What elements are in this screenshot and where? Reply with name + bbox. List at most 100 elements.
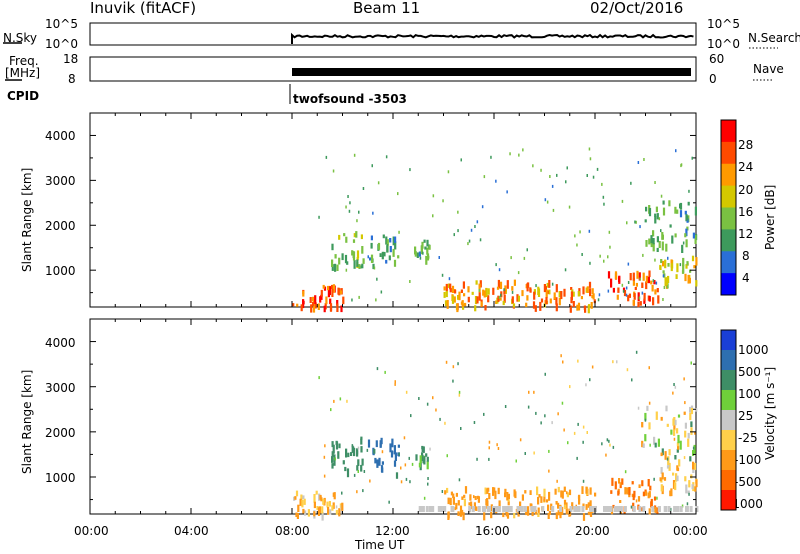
data-cell	[318, 215, 320, 219]
data-cell	[653, 477, 655, 481]
data-cell	[524, 452, 526, 455]
data-cell	[585, 287, 588, 293]
data-cell	[693, 444, 696, 454]
data-cell	[418, 397, 420, 400]
data-cell	[644, 434, 647, 442]
data-cell	[378, 457, 381, 466]
data-cell	[394, 453, 397, 461]
data-cell	[329, 303, 333, 311]
data-cell	[381, 461, 384, 465]
data-cell	[504, 488, 507, 494]
data-cell	[497, 487, 500, 495]
data-cell	[482, 289, 485, 296]
data-cell	[336, 303, 339, 312]
data-cell	[321, 512, 324, 521]
data-cell	[549, 175, 551, 178]
nave-tick-bottom: 0	[709, 72, 717, 86]
data-cell	[628, 293, 631, 298]
data-cell	[664, 277, 667, 287]
data-cell	[577, 359, 579, 363]
data-cell	[662, 260, 665, 267]
data-cell	[452, 365, 455, 369]
data-cell	[661, 241, 664, 251]
data-cell	[517, 295, 520, 302]
data-cell	[357, 470, 359, 473]
power-cb-tick-4: 4	[742, 271, 750, 285]
data-cell	[447, 170, 450, 174]
data-cell	[304, 510, 307, 516]
ground-scatter-cell	[569, 506, 573, 512]
data-cell	[381, 450, 384, 454]
xtick-5: 20:00	[575, 524, 610, 538]
data-cell	[405, 390, 408, 394]
data-cell	[502, 512, 505, 518]
data-cell	[617, 490, 620, 496]
data-cell	[660, 452, 663, 457]
data-cell	[683, 411, 686, 415]
data-cell	[427, 255, 430, 259]
data-cell	[353, 473, 356, 477]
data-cell	[654, 181, 656, 184]
data-cell	[370, 254, 374, 263]
data-cell	[375, 298, 377, 302]
data-cell	[649, 485, 652, 491]
data-cell	[454, 289, 457, 294]
data-cell	[676, 448, 679, 453]
data-cell	[544, 372, 546, 376]
data-cell	[684, 401, 686, 405]
data-cell	[675, 473, 678, 482]
data-cell	[426, 247, 429, 255]
power-cb-tick-12: 12	[738, 227, 754, 241]
data-cell	[694, 486, 697, 492]
data-cell	[421, 241, 424, 249]
data-cell	[548, 511, 551, 515]
data-cell	[361, 263, 364, 269]
data-cell	[518, 153, 520, 157]
data-cell	[458, 393, 461, 397]
data-cell	[455, 492, 458, 497]
data-cell	[662, 270, 665, 274]
data-cell	[563, 288, 566, 297]
colorbar-swatch	[721, 251, 736, 274]
data-cell	[660, 259, 663, 264]
data-cell	[319, 296, 322, 303]
data-cell	[487, 295, 490, 303]
data-cell	[374, 457, 377, 464]
data-cell	[459, 511, 462, 517]
data-cell	[445, 291, 448, 298]
data-cell	[645, 281, 648, 290]
data-cell	[686, 261, 689, 266]
data-cell	[419, 256, 422, 260]
colorbar-swatch	[721, 490, 736, 511]
data-cell	[470, 501, 473, 507]
data-cell	[626, 221, 628, 225]
data-cell	[589, 510, 593, 517]
data-cell	[510, 256, 512, 260]
data-cell	[524, 490, 527, 494]
data-cell	[473, 421, 476, 424]
data-cell	[632, 277, 635, 286]
data-cell	[684, 430, 687, 438]
data-cell	[648, 508, 651, 515]
data-cell	[341, 253, 344, 261]
data-cell	[652, 279, 655, 283]
data-cell	[608, 439, 610, 443]
data-cell	[391, 438, 394, 448]
ground-scatter-cell	[418, 506, 422, 512]
data-cell	[332, 284, 335, 293]
data-cell	[534, 305, 537, 312]
data-cell	[397, 444, 400, 448]
data-cell	[678, 459, 681, 467]
data-cell	[637, 292, 640, 302]
data-cell	[582, 425, 585, 429]
data-cell	[386, 239, 389, 246]
ground-scatter-cell	[431, 506, 435, 512]
data-cell	[392, 248, 395, 257]
data-cell	[366, 448, 369, 452]
data-cell	[343, 233, 346, 237]
data-cell	[336, 300, 339, 306]
data-cell	[683, 377, 685, 381]
data-cell	[582, 440, 584, 444]
power-ytick-3000: 3000	[45, 174, 76, 188]
ground-scatter-cell	[443, 506, 447, 512]
